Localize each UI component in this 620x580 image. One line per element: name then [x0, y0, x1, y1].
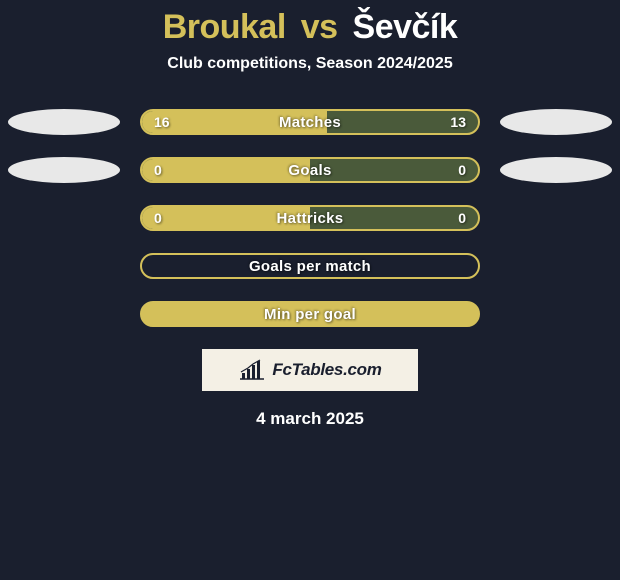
stat-bar-hattricks: 0 Hattricks 0 [140, 205, 480, 231]
stat-right-value: 0 [458, 159, 466, 181]
stat-label: Goals [142, 159, 478, 181]
fctables-logo: FcTables.com [202, 349, 418, 391]
stat-row-matches: 16 Matches 13 [0, 109, 620, 135]
stat-bar-matches: 16 Matches 13 [140, 109, 480, 135]
stats-rows: 16 Matches 13 0 Goals 0 0 Hattricks [0, 109, 620, 327]
stat-bar-goals-per-match: Goals per match [140, 253, 480, 279]
stat-label: Min per goal [142, 303, 478, 325]
player2-oval-icon [500, 157, 612, 183]
stat-label: Goals per match [142, 255, 478, 277]
vs-text: vs [301, 8, 338, 46]
stat-row-goals: 0 Goals 0 [0, 157, 620, 183]
footer-date: 4 march 2025 [0, 409, 620, 429]
stat-row-hattricks: 0 Hattricks 0 [0, 205, 620, 231]
stat-row-min-per-goal: Min per goal [0, 301, 620, 327]
player2-name: Ševčík [353, 8, 458, 46]
player2-oval-icon [500, 109, 612, 135]
player1-name: Broukal [163, 8, 286, 46]
stat-label: Matches [142, 111, 478, 133]
stat-bar-min-per-goal: Min per goal [140, 301, 480, 327]
stat-label: Hattricks [142, 207, 478, 229]
title: Broukal vs Ševčík [0, 0, 620, 47]
player1-oval-icon [8, 157, 120, 183]
comparison-infographic: Broukal vs Ševčík Club competitions, Sea… [0, 0, 620, 580]
stat-right-value: 13 [450, 111, 466, 133]
bar-chart-icon [238, 359, 266, 381]
player1-oval-icon [8, 109, 120, 135]
subtitle: Club competitions, Season 2024/2025 [0, 55, 620, 73]
stat-row-goals-per-match: Goals per match [0, 253, 620, 279]
stat-bar-goals: 0 Goals 0 [140, 157, 480, 183]
stat-right-value: 0 [458, 207, 466, 229]
logo-text: FcTables.com [272, 360, 381, 380]
